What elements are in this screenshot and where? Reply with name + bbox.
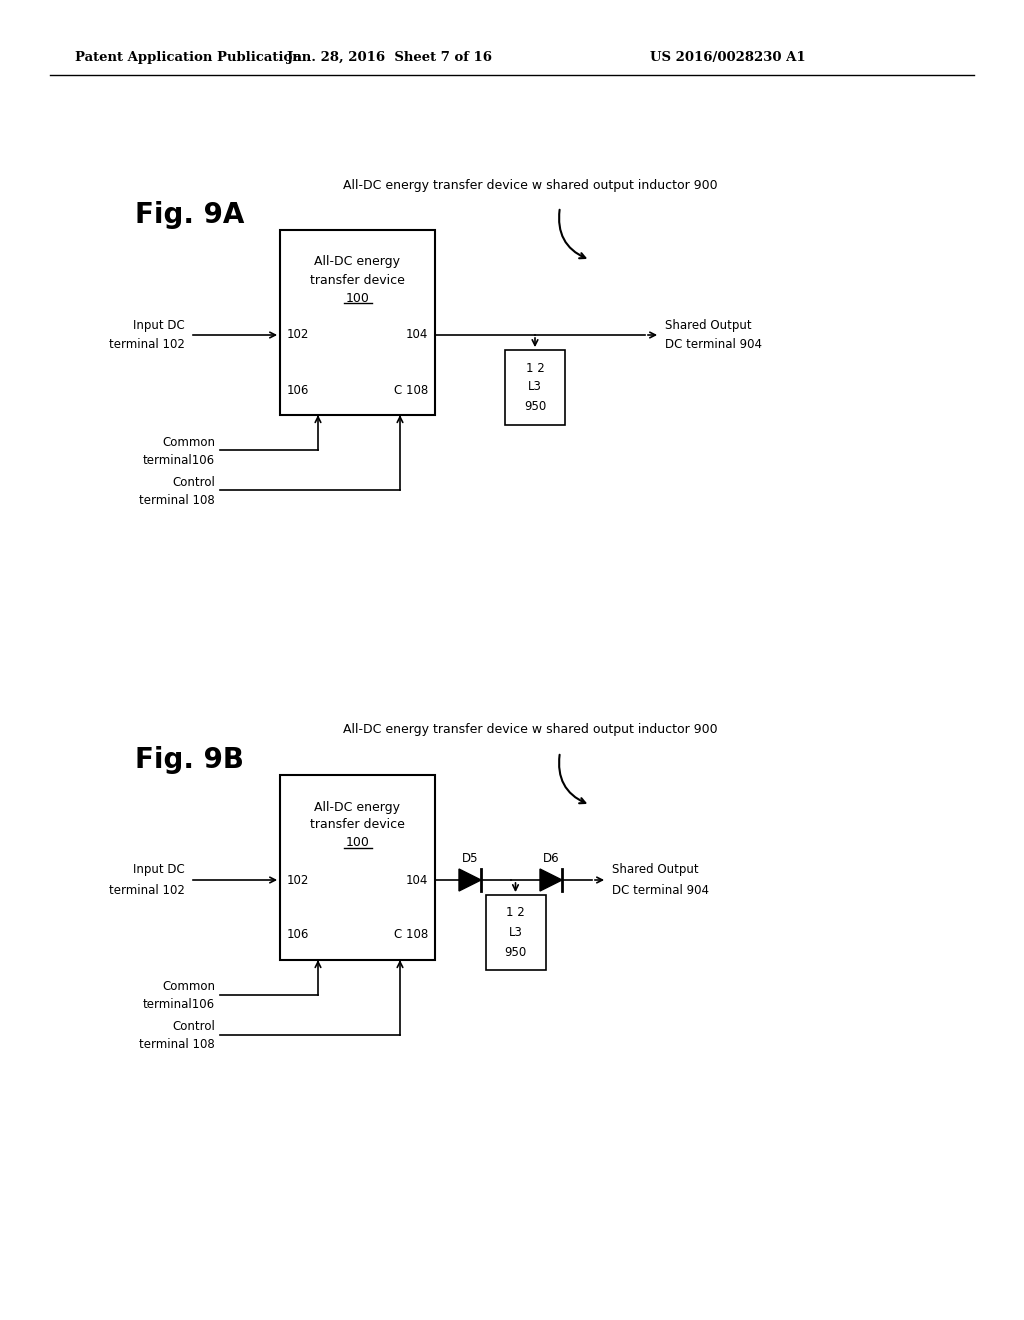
Text: 100: 100 (345, 292, 370, 305)
Text: Shared Output: Shared Output (665, 318, 752, 331)
Text: terminal106: terminal106 (143, 454, 215, 466)
Text: terminal106: terminal106 (143, 998, 215, 1011)
Text: DC terminal 904: DC terminal 904 (612, 883, 709, 896)
Text: 104: 104 (406, 874, 428, 887)
Text: L3: L3 (509, 925, 522, 939)
Text: 1 2: 1 2 (525, 362, 545, 375)
Bar (485, 895, 546, 970)
Text: Shared Output: Shared Output (612, 863, 698, 876)
Text: 950: 950 (524, 400, 546, 413)
Text: Jan. 28, 2016  Sheet 7 of 16: Jan. 28, 2016 Sheet 7 of 16 (288, 51, 493, 65)
Text: terminal 108: terminal 108 (139, 1039, 215, 1052)
Text: Input DC: Input DC (133, 318, 185, 331)
Text: Control: Control (172, 475, 215, 488)
Polygon shape (459, 869, 481, 891)
Bar (280, 775, 435, 960)
Text: All-DC energy: All-DC energy (314, 800, 400, 813)
Text: transfer device: transfer device (310, 818, 404, 832)
Bar (280, 230, 435, 414)
Text: All-DC energy: All-DC energy (314, 256, 400, 268)
Text: 100: 100 (345, 837, 370, 850)
Polygon shape (540, 869, 562, 891)
Text: D5: D5 (462, 851, 478, 865)
Text: Common: Common (162, 981, 215, 994)
Text: All-DC energy transfer device w shared output inductor 900: All-DC energy transfer device w shared o… (343, 178, 718, 191)
Text: Patent Application Publication: Patent Application Publication (75, 51, 302, 65)
Text: transfer device: transfer device (310, 273, 404, 286)
Text: terminal 102: terminal 102 (110, 338, 185, 351)
Text: 102: 102 (287, 874, 309, 887)
Text: Fig. 9B: Fig. 9B (135, 746, 244, 774)
Text: All-DC energy transfer device w shared output inductor 900: All-DC energy transfer device w shared o… (343, 723, 718, 737)
Text: 1 2: 1 2 (506, 907, 525, 920)
Text: Fig. 9A: Fig. 9A (135, 201, 245, 228)
Text: 106: 106 (287, 928, 309, 941)
Text: terminal 108: terminal 108 (139, 494, 215, 507)
Text: 104: 104 (406, 329, 428, 342)
Text: C 108: C 108 (394, 928, 428, 941)
Text: Control: Control (172, 1020, 215, 1034)
Text: 106: 106 (287, 384, 309, 396)
Text: Common: Common (162, 436, 215, 449)
Bar (505, 350, 565, 425)
Text: DC terminal 904: DC terminal 904 (665, 338, 762, 351)
Text: Input DC: Input DC (133, 863, 185, 876)
Text: D6: D6 (543, 851, 559, 865)
Text: terminal 102: terminal 102 (110, 883, 185, 896)
Text: US 2016/0028230 A1: US 2016/0028230 A1 (650, 51, 806, 65)
Text: 950: 950 (505, 945, 526, 958)
Text: C 108: C 108 (394, 384, 428, 396)
Text: L3: L3 (528, 380, 542, 393)
Text: 102: 102 (287, 329, 309, 342)
